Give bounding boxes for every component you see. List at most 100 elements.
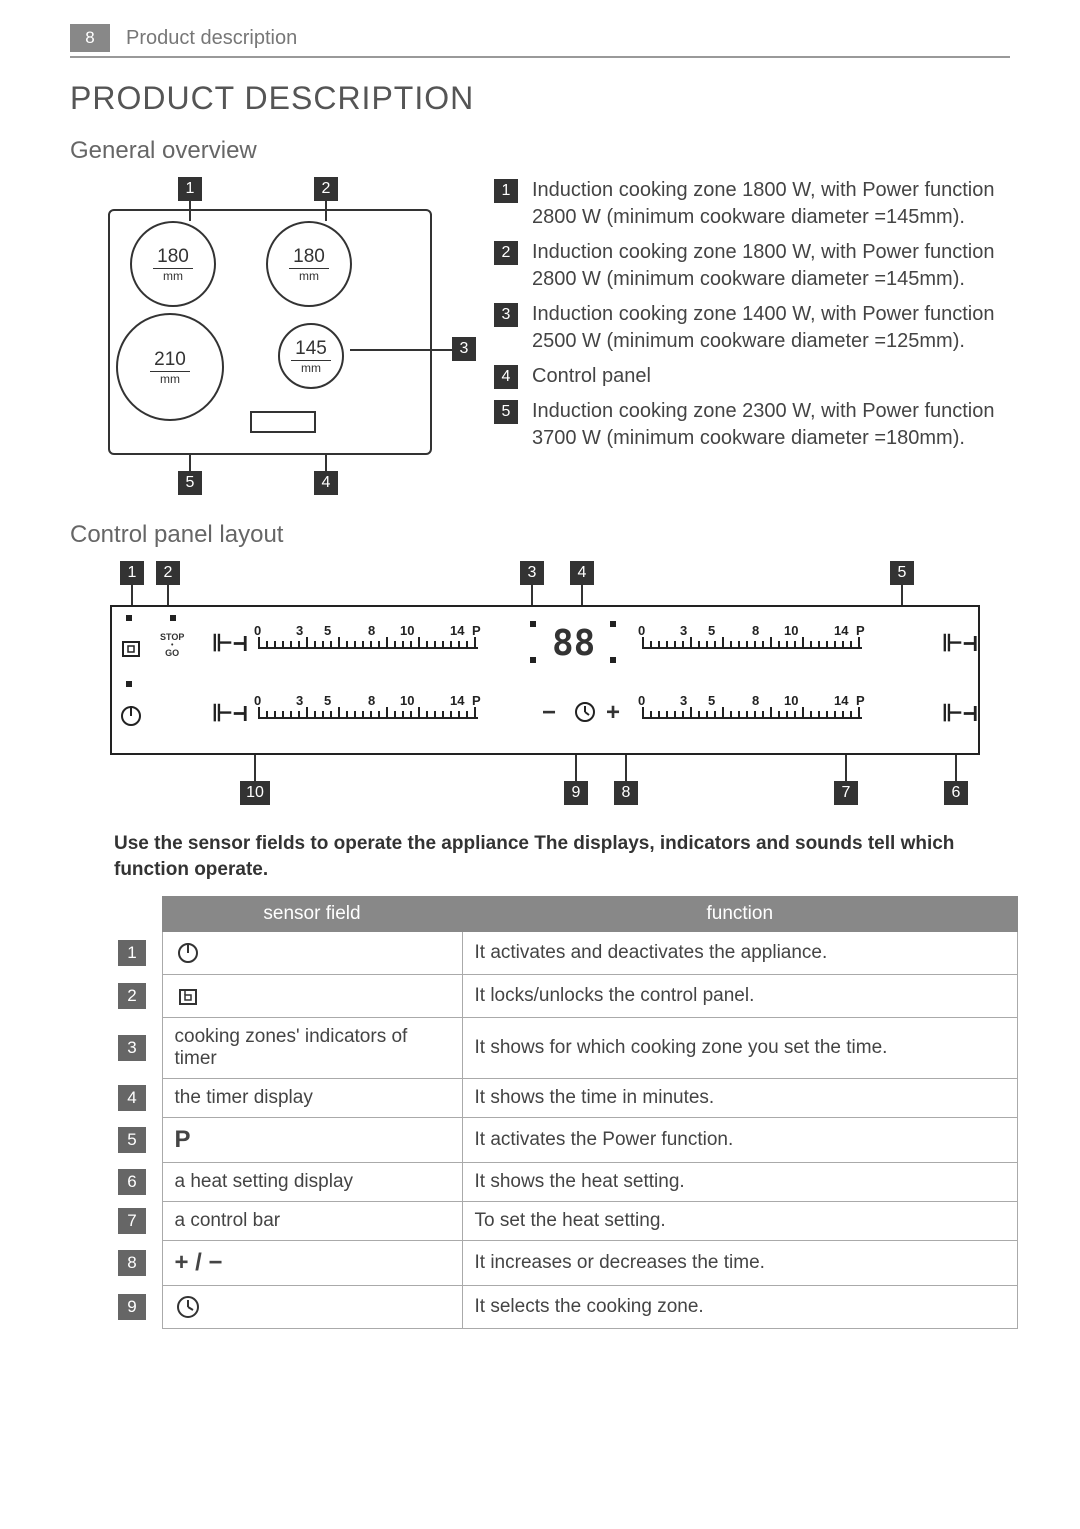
overview-item: 4Control panel bbox=[494, 363, 1010, 390]
table-row: 8 + / − It increases or decreases the ti… bbox=[114, 1241, 1018, 1286]
row-number: 4 bbox=[118, 1085, 146, 1111]
heat-control-bar: 03581014P bbox=[258, 625, 478, 653]
callout-4: 4 bbox=[314, 471, 338, 495]
indicator-dot bbox=[126, 615, 132, 621]
col-sensor: sensor field bbox=[162, 897, 462, 932]
row-number: 2 bbox=[118, 983, 146, 1009]
overview-item: 2 Induction cooking zone 1800 W, with Pow… bbox=[494, 239, 1010, 293]
power-icon bbox=[118, 703, 144, 729]
plus-icon: + bbox=[606, 699, 620, 727]
overview-item: 5 Induction cooking zone 2300 W, with Pow… bbox=[494, 398, 1010, 452]
lock-icon bbox=[175, 983, 201, 1009]
sensor-cell bbox=[162, 1286, 462, 1329]
panel-callout-8: 8 bbox=[614, 781, 638, 805]
row-number: 3 bbox=[118, 1035, 146, 1061]
function-cell: To set the heat setting. bbox=[462, 1202, 1018, 1241]
table-row: 5 P It activates the Power function. bbox=[114, 1118, 1018, 1163]
function-cell: It increases or decreases the time. bbox=[462, 1241, 1018, 1286]
function-cell: It shows the time in minutes. bbox=[462, 1079, 1018, 1118]
p-icon: P bbox=[175, 1126, 191, 1153]
stop-go-label-2: GO bbox=[160, 649, 184, 658]
indicator-dot bbox=[170, 615, 176, 621]
callout-5: 5 bbox=[178, 471, 202, 495]
panel-callout-9: 9 bbox=[564, 781, 588, 805]
sensor-cell: a control bar bbox=[162, 1202, 462, 1241]
panel-callout-7: 7 bbox=[834, 781, 858, 805]
panel-callout-10: 10 bbox=[240, 781, 270, 805]
page-number: 8 bbox=[70, 24, 110, 52]
row-number: 6 bbox=[118, 1169, 146, 1195]
col-function: function bbox=[462, 897, 1018, 932]
function-cell: It activates and deactivates the applian… bbox=[462, 932, 1018, 975]
callout-2: 2 bbox=[314, 177, 338, 201]
overview-heading: General overview bbox=[70, 137, 1010, 165]
power-icon bbox=[175, 940, 201, 966]
table-row: 6 a heat setting display It shows the he… bbox=[114, 1163, 1018, 1202]
zone-1: 180 mm bbox=[130, 221, 216, 307]
plus-minus-icon: + / − bbox=[175, 1249, 223, 1276]
overview-item-number: 1 bbox=[494, 179, 518, 203]
page-header: 8 Product description bbox=[70, 24, 1010, 58]
function-cell: It shows the heat setting. bbox=[462, 1163, 1018, 1202]
panel-callout-5: 5 bbox=[890, 561, 914, 585]
clock-icon bbox=[574, 701, 596, 723]
row-number: 9 bbox=[118, 1294, 146, 1320]
overview-item-text: Induction cooking zone 1400 W, with Powe… bbox=[532, 301, 1010, 355]
hob-diagram: 1 2 3 5 4 180 mm 180 mm bbox=[70, 177, 470, 507]
table-row: 7 a control bar To set the heat setting. bbox=[114, 1202, 1018, 1241]
panel-callout-6: 6 bbox=[944, 781, 968, 805]
table-row: 3 cooking zones' indicators of timer It … bbox=[114, 1018, 1018, 1079]
row-number: 8 bbox=[118, 1250, 146, 1276]
main-title: PRODUCT DESCRIPTION bbox=[70, 80, 1010, 117]
overview-item-number: 3 bbox=[494, 303, 518, 327]
sensor-cell bbox=[162, 975, 462, 1018]
overview-item: 1Induction cooking zone 1800 W, with Pow… bbox=[494, 177, 1010, 231]
zone-2: 180 mm bbox=[266, 221, 352, 307]
panel-callout-3: 3 bbox=[520, 561, 544, 585]
callout-1: 1 bbox=[178, 177, 202, 201]
sensor-cell: cooking zones' indicators of timer bbox=[162, 1018, 462, 1079]
row-number: 5 bbox=[118, 1127, 146, 1153]
sensor-cell: P bbox=[162, 1118, 462, 1163]
heat-display-icon: ⊩⊣ bbox=[212, 629, 247, 657]
zone-3: 145 mm bbox=[278, 323, 344, 389]
control-panel-diagram: 1 2 3 4 5 10 9 8 7 6 bbox=[90, 561, 990, 821]
overview-item-text: Induction cooking zone 2300 W, with Powe… bbox=[532, 398, 1010, 452]
table-row: 1 It activates and deactivates the appli… bbox=[114, 932, 1018, 975]
panel-callout-2: 2 bbox=[156, 561, 180, 585]
sensor-text: cooking zones' indicators of timer bbox=[175, 1026, 408, 1069]
row-number: 7 bbox=[118, 1208, 146, 1234]
panel-callout-1: 1 bbox=[120, 561, 144, 585]
overview-item-text: Induction cooking zone 1800 W, with Powe… bbox=[532, 239, 1010, 293]
minus-icon: − bbox=[542, 699, 556, 727]
table-row: 9 It selects the cooking zone. bbox=[114, 1286, 1018, 1329]
panel-heading: Control panel layout bbox=[70, 521, 1010, 549]
overview-item: 3 Induction cooking zone 1400 W, with Pow… bbox=[494, 301, 1010, 355]
sensor-cell: + / − bbox=[162, 1241, 462, 1286]
table-row: 2 It locks/unlocks the control panel. bbox=[114, 975, 1018, 1018]
heat-control-bar: 03581014P bbox=[642, 695, 862, 723]
function-cell: It locks/unlocks the control panel. bbox=[462, 975, 1018, 1018]
sensor-text: a heat setting display bbox=[175, 1171, 354, 1192]
sensor-cell bbox=[162, 932, 462, 975]
table-row: 4 the timer display It shows the time in… bbox=[114, 1079, 1018, 1118]
control-panel-marker bbox=[250, 411, 316, 433]
overview-item-number: 5 bbox=[494, 400, 518, 424]
clock-icon bbox=[175, 1294, 201, 1320]
lock-icon bbox=[118, 635, 144, 661]
overview-item-number: 2 bbox=[494, 241, 518, 265]
row-number: 1 bbox=[118, 940, 146, 966]
callout-3: 3 bbox=[452, 337, 476, 361]
sensor-text: the timer display bbox=[175, 1087, 313, 1108]
heat-control-bar: 03581014P bbox=[258, 695, 478, 723]
sensor-text: a control bar bbox=[175, 1210, 281, 1231]
heat-display-icon: ⊩⊣ bbox=[942, 699, 977, 727]
heat-control-bar: 03581014P bbox=[642, 625, 862, 653]
overview-list: 1 Induction cooking zone 1800 W, with Pow… bbox=[494, 177, 1010, 460]
function-cell: It activates the Power function. bbox=[462, 1118, 1018, 1163]
zone-5: 210 mm bbox=[116, 313, 224, 421]
heat-display-icon: ⊩⊣ bbox=[212, 699, 247, 727]
timer-display: 88 bbox=[552, 623, 595, 664]
stop-go-label: STOP bbox=[160, 633, 184, 642]
overview-item-number: 4 bbox=[494, 365, 518, 389]
